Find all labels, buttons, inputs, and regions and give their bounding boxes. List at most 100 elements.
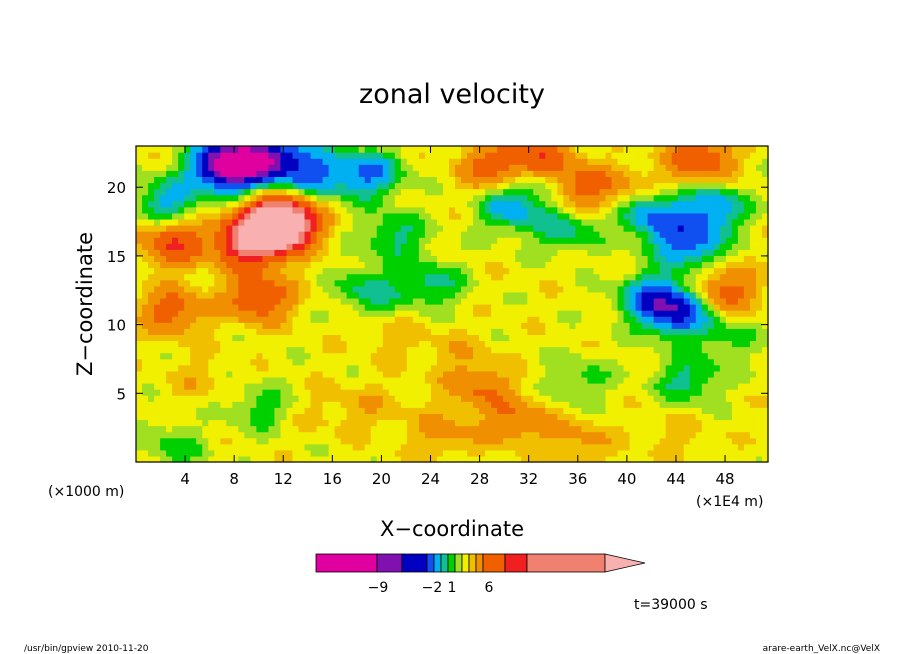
- field-cell: [551, 261, 558, 269]
- field-cell: [599, 206, 607, 214]
- field-cell: [653, 194, 661, 202]
- field-cell: [713, 328, 721, 335]
- field-cell: [713, 443, 721, 451]
- field-cell: [497, 425, 504, 433]
- field-cell: [653, 425, 661, 433]
- field-cell: [551, 176, 558, 184]
- field-cell: [364, 322, 372, 329]
- field-cell: [352, 352, 360, 360]
- field-cell: [190, 358, 197, 366]
- field-cell: [232, 255, 239, 263]
- field-cell: [761, 431, 769, 439]
- field-cell: [142, 449, 149, 457]
- field-cell: [448, 358, 456, 366]
- field-cell: [515, 297, 522, 305]
- field-cell: [268, 383, 276, 390]
- field-cell: [665, 267, 673, 275]
- field-cell: [334, 249, 342, 256]
- field-cell: [509, 206, 516, 214]
- field-cell: [569, 328, 576, 335]
- field-cell: [376, 413, 384, 421]
- field-cell: [749, 267, 757, 275]
- field-cell: [322, 437, 330, 445]
- field-cell: [725, 176, 733, 184]
- field-cell: [196, 291, 203, 299]
- field-cell: [461, 218, 468, 226]
- field-cell: [581, 340, 589, 348]
- field-cell: [521, 261, 528, 269]
- field-cell: [280, 200, 288, 208]
- field-cell: [611, 200, 619, 208]
- field-cell: [268, 310, 276, 317]
- field-cell: [629, 352, 637, 360]
- field-cell: [635, 176, 643, 184]
- field-cell: [749, 273, 757, 281]
- field-cell: [671, 237, 679, 244]
- field-cell: [587, 225, 595, 232]
- field-cell: [322, 413, 330, 421]
- field-cell: [635, 194, 643, 202]
- field-cell: [262, 225, 270, 232]
- field-cell: [695, 212, 703, 220]
- field-cell: [352, 170, 360, 177]
- field-cell: [376, 291, 384, 299]
- field-cell: [208, 364, 215, 372]
- field-cell: [629, 249, 637, 256]
- field-cell: [184, 182, 191, 190]
- field-cell: [352, 212, 360, 220]
- field-cell: [647, 304, 655, 311]
- field-cell: [442, 383, 450, 390]
- field-cell: [262, 443, 270, 451]
- field-cell: [659, 370, 667, 378]
- field-cell: [280, 176, 288, 184]
- field-cell: [382, 425, 390, 433]
- field-cell: [232, 194, 239, 202]
- field-cell: [448, 334, 456, 342]
- field-cell: [503, 364, 510, 372]
- field-cell: [503, 383, 510, 390]
- field-cell: [400, 328, 408, 335]
- field-cell: [154, 383, 161, 390]
- field-cell: [358, 255, 366, 263]
- field-cell: [352, 455, 360, 463]
- field-cell: [461, 285, 468, 293]
- field-cell: [521, 425, 528, 433]
- field-cell: [599, 346, 607, 354]
- field-cell: [551, 291, 558, 299]
- field-cell: [430, 297, 438, 305]
- field-cell: [563, 285, 570, 293]
- field-cell: [358, 425, 366, 433]
- field-cell: [256, 176, 263, 184]
- field-cell: [515, 249, 522, 256]
- field-cell: [623, 182, 631, 190]
- field-cell: [214, 285, 221, 293]
- field-cell: [424, 261, 432, 269]
- field-cell: [214, 389, 221, 396]
- field-cell: [539, 413, 546, 421]
- field-cell: [280, 431, 288, 439]
- field-cell: [569, 395, 576, 402]
- field-cell: [461, 328, 468, 335]
- field-cell: [220, 322, 227, 329]
- field-cell: [418, 431, 426, 439]
- field-cell: [653, 176, 661, 184]
- field-cell: [665, 237, 673, 244]
- field-cell: [761, 334, 769, 342]
- field-cell: [148, 407, 155, 414]
- field-cell: [280, 243, 288, 250]
- field-cell: [238, 383, 245, 390]
- field-cell: [232, 188, 239, 196]
- field-cell: [545, 395, 552, 402]
- field-cell: [653, 401, 661, 408]
- field-cell: [695, 176, 703, 184]
- field-cell: [400, 188, 408, 196]
- field-cell: [256, 261, 263, 269]
- field-cell: [605, 255, 613, 263]
- field-cell: [671, 413, 679, 421]
- field-cell: [503, 188, 510, 196]
- field-cell: [515, 334, 522, 342]
- field-cell: [707, 297, 715, 305]
- field-cell: [418, 395, 426, 402]
- field-cell: [641, 261, 649, 269]
- field-cell: [467, 346, 474, 354]
